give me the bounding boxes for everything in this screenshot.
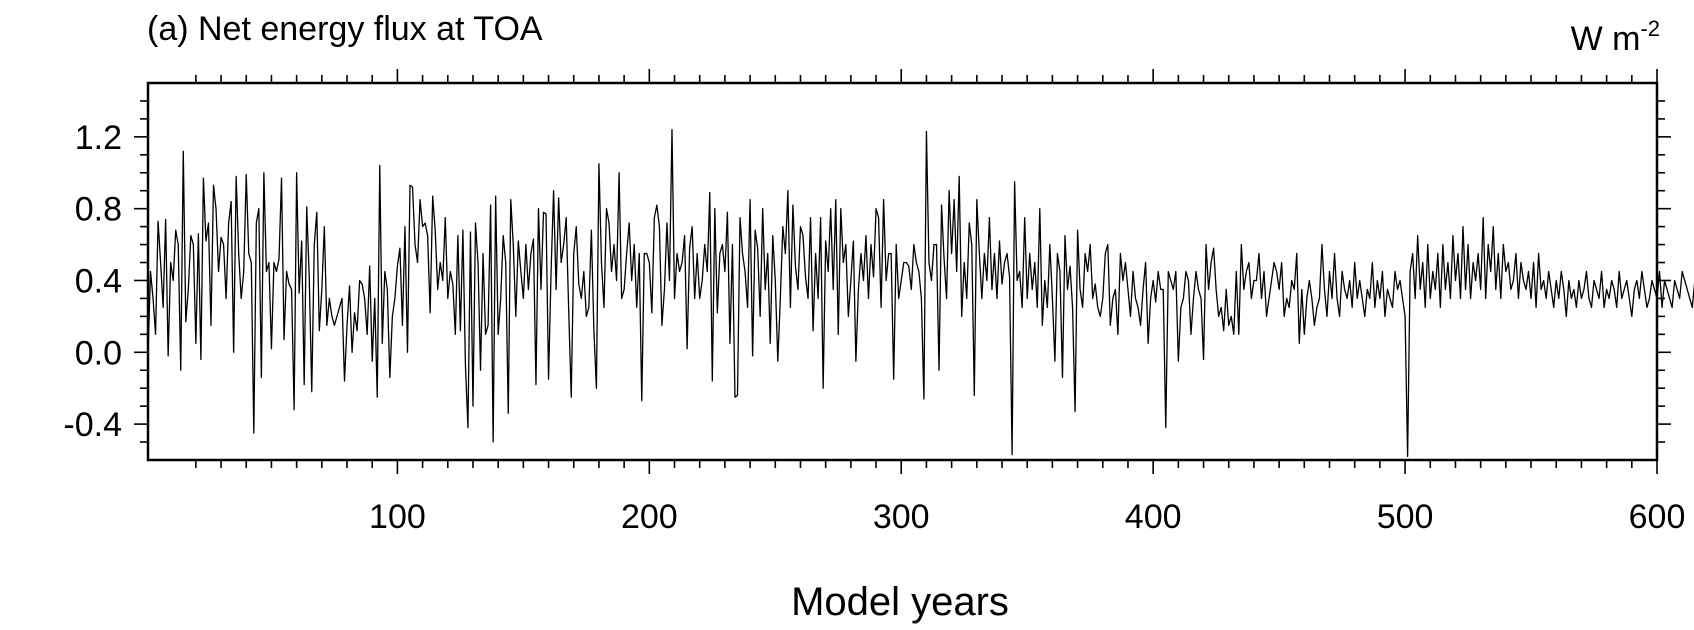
x-tick-label: 100	[369, 498, 426, 536]
x-axis-label: Model years	[791, 580, 1009, 624]
plot-frame	[146, 81, 1659, 462]
units-label: W m-2	[1571, 16, 1660, 58]
y-tick-label: -0.4	[63, 406, 122, 444]
axis-ticks	[134, 69, 1671, 474]
units-base: W m	[1571, 20, 1641, 58]
y-tick-label: 0.4	[75, 262, 122, 300]
x-tick-labels: 100 200 300 400 500 600	[369, 498, 1685, 536]
x-tick-label: 200	[621, 498, 678, 536]
x-tick-label: 400	[1125, 498, 1182, 536]
y-tick-labels: -0.4 0.0 0.4 0.8 1.2	[63, 119, 122, 444]
net-energy-flux-line	[147, 129, 1694, 458]
units-exponent: -2	[1640, 16, 1660, 41]
x-tick-label: 300	[873, 498, 930, 536]
x-tick-label: 500	[1377, 498, 1434, 536]
x-tick-label: 600	[1629, 498, 1686, 536]
y-tick-label: 0.0	[75, 334, 122, 372]
chart-title: (a) Net energy flux at TOA	[147, 10, 543, 48]
y-tick-label: 0.8	[75, 191, 122, 229]
y-tick-label: 1.2	[75, 119, 122, 157]
